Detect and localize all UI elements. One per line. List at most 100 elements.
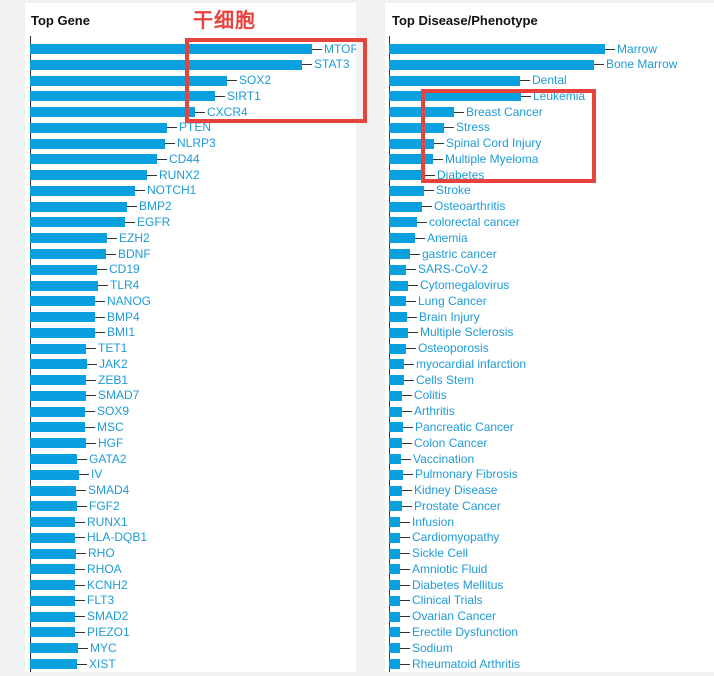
bar[interactable] [30, 390, 86, 401]
bar[interactable] [389, 138, 434, 149]
bar[interactable] [389, 44, 605, 54]
bar-label[interactable]: PIEZO1 [87, 624, 130, 639]
bar[interactable] [30, 454, 77, 465]
bar-label[interactable]: Colitis [414, 388, 447, 403]
bar-label[interactable]: Pulmonary Fibrosis [415, 467, 518, 482]
bar[interactable] [30, 312, 95, 323]
bar-label[interactable]: Sodium [412, 640, 453, 655]
bar[interactable] [30, 343, 86, 354]
bar-label[interactable]: KCNH2 [87, 577, 128, 592]
bar-label[interactable]: SARS-CoV-2 [418, 262, 489, 277]
bar[interactable] [30, 611, 75, 622]
bar[interactable] [389, 59, 594, 70]
bar-label[interactable]: MYC [90, 640, 117, 655]
bar[interactable] [30, 359, 87, 370]
bar-label[interactable]: HGF [98, 435, 124, 450]
bar[interactable] [389, 91, 521, 102]
bar[interactable] [30, 44, 312, 54]
bar[interactable] [30, 375, 86, 386]
bar-label[interactable]: Multiple Sclerosis [420, 325, 514, 340]
bar-label[interactable]: myocardial infarction [416, 356, 527, 371]
bar-label[interactable]: Pancreatic Cancer [415, 419, 514, 434]
bar-label[interactable]: NANOG [107, 293, 152, 308]
bar-label[interactable]: NOTCH1 [147, 183, 197, 198]
bar[interactable] [30, 406, 85, 417]
bar[interactable] [30, 580, 75, 591]
bar[interactable] [30, 296, 95, 307]
bar[interactable] [389, 454, 401, 465]
bar-label[interactable]: Diabetes Mellitus [412, 577, 504, 592]
bar-label[interactable]: CD44 [169, 151, 200, 166]
bar-label[interactable]: EZH2 [119, 230, 150, 245]
bar[interactable] [30, 75, 227, 86]
bar-label[interactable]: TET1 [98, 341, 128, 356]
bar-label[interactable]: MSC [97, 419, 124, 434]
bar[interactable] [30, 122, 167, 133]
bar[interactable] [30, 595, 75, 606]
bar[interactable] [30, 217, 125, 228]
bar-label[interactable]: MTOR [324, 41, 356, 56]
bar-label[interactable]: NLRP3 [177, 136, 216, 151]
bar-label[interactable]: Stress [456, 120, 491, 135]
bar-label[interactable]: SOX2 [239, 73, 272, 88]
bar[interactable] [389, 438, 402, 449]
bar-label[interactable]: gastric cancer [422, 246, 497, 261]
bar-label[interactable]: BMP2 [139, 199, 172, 214]
bar-label[interactable]: SIRT1 [227, 88, 261, 103]
bar[interactable] [30, 138, 165, 149]
bar[interactable] [389, 296, 406, 307]
bar[interactable] [389, 170, 425, 181]
bar[interactable] [389, 580, 400, 591]
bar-label[interactable]: Cells Stem [416, 372, 475, 387]
bar[interactable] [30, 627, 75, 638]
bar-label[interactable]: Diabetes [437, 167, 485, 182]
bar[interactable] [30, 564, 75, 575]
bar-label[interactable]: Rheumatoid Arthritis [412, 656, 521, 671]
bar-label[interactable]: Cardiomyopathy [412, 530, 500, 545]
bar-label[interactable]: FGF2 [89, 498, 120, 513]
bar-label[interactable]: PTEN [179, 120, 212, 135]
bar[interactable] [30, 485, 76, 496]
bar-label[interactable]: CXCR4 [207, 104, 248, 119]
bar[interactable] [389, 343, 406, 354]
bar[interactable] [30, 185, 135, 196]
bar-label[interactable]: colorectal cancer [429, 214, 520, 229]
bar[interactable] [30, 107, 195, 118]
bar-label[interactable]: HLA-DQB1 [87, 530, 148, 545]
bar[interactable] [389, 517, 400, 528]
bar-label[interactable]: RHOA [87, 561, 122, 576]
bar[interactable] [389, 375, 404, 386]
bar-label[interactable]: GATA2 [89, 451, 127, 466]
bar-label[interactable]: RUNX1 [87, 514, 128, 529]
bar-label[interactable]: Colon Cancer [414, 435, 488, 450]
bar-label[interactable]: BMP4 [107, 309, 140, 324]
bar[interactable] [389, 501, 402, 512]
bar[interactable] [389, 532, 400, 543]
bar-label[interactable]: SOX9 [97, 404, 130, 419]
bar-label[interactable]: Sickle Cell [412, 546, 469, 561]
bar[interactable] [30, 643, 78, 654]
bar[interactable] [389, 217, 417, 228]
bar[interactable] [389, 280, 408, 291]
bar-label[interactable]: Bone Marrow [606, 57, 678, 72]
bar-label[interactable]: SMAD2 [87, 609, 129, 624]
bar-label[interactable]: TLR4 [110, 278, 140, 293]
bar[interactable] [389, 327, 408, 338]
bar-label[interactable]: Infusion [412, 514, 455, 529]
bar-label[interactable]: Brain Injury [419, 309, 480, 324]
bar-label[interactable]: RHO [88, 546, 115, 561]
bar[interactable] [389, 185, 424, 196]
bar-label[interactable]: Cytomegalovirus [420, 278, 510, 293]
bar[interactable] [389, 611, 400, 622]
bar-label[interactable]: IV [91, 467, 103, 482]
bar[interactable] [389, 75, 520, 86]
bar[interactable] [30, 280, 98, 291]
bar[interactable] [389, 469, 403, 480]
bar[interactable] [389, 359, 404, 370]
bar[interactable] [389, 312, 407, 323]
bar[interactable] [389, 659, 400, 670]
bar-label[interactable]: Anemia [427, 230, 468, 245]
bar[interactable] [389, 122, 444, 133]
bar-label[interactable]: Kidney Disease [414, 483, 498, 498]
bar-label[interactable]: Lung Cancer [418, 293, 487, 308]
